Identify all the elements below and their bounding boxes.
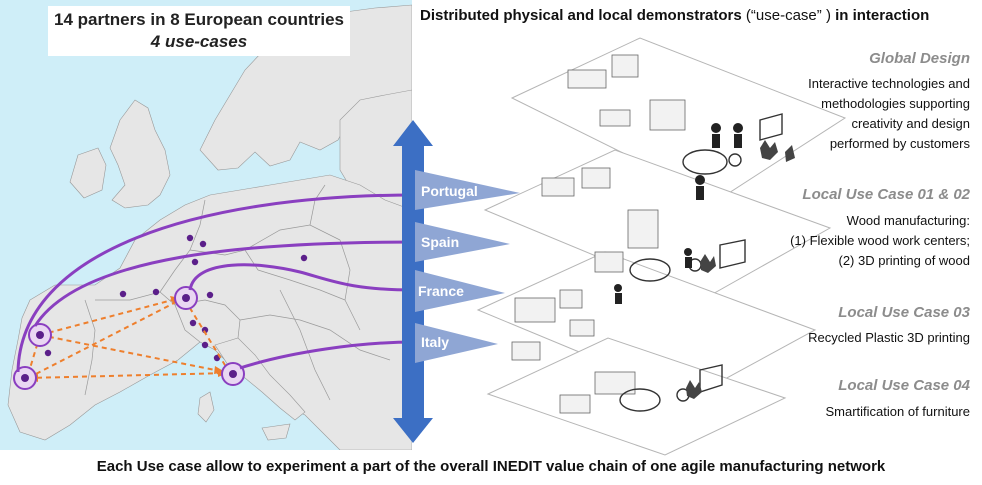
use-case-desc-01-02: Wood manufacturing: (1) Flexible wood wo…	[790, 211, 970, 271]
bottom-caption: Each Use case allow to experiment a part…	[96, 458, 886, 475]
desc-line: (2) 3D printing of wood	[838, 253, 970, 268]
use-case-desc-03: Recycled Plastic 3D printing	[808, 328, 970, 348]
use-case-title-03: Local Use Case 03	[838, 304, 970, 321]
use-case-title-04: Local Use Case 04	[838, 377, 970, 394]
desc-line: methodologies supporting	[821, 96, 970, 111]
desc-line: Smartification of furniture	[825, 404, 970, 419]
country-label-portugal: Portugal	[421, 183, 478, 199]
platform-uc04	[486, 337, 787, 456]
desc-line: creativity and design	[851, 116, 970, 131]
use-case-desc-04: Smartification of furniture	[825, 402, 970, 422]
title-main: Distributed physical and local demonstra…	[420, 7, 742, 24]
use-case-count: 4 use-cases	[150, 32, 248, 51]
desc-line: Recycled Plastic 3D printing	[808, 330, 970, 345]
country-links	[16, 193, 416, 373]
desc-line: Wood manufacturing:	[846, 213, 970, 228]
title-end: in interaction	[835, 7, 930, 24]
desc-line: performed by customers	[829, 136, 970, 151]
use-case-title-global-design: Global Design	[869, 50, 970, 67]
use-case-desc-global-design: Interactive technologies and methodologi…	[808, 74, 970, 154]
country-label-spain: Spain	[421, 234, 460, 250]
interaction-arrows	[27, 297, 229, 379]
equipment-sketches	[511, 54, 686, 414]
hand-gesture-icons	[686, 140, 795, 399]
title-quote: (“use-case” )	[745, 7, 831, 24]
use-case-title-01-02: Local Use Case 01 & 02	[802, 186, 970, 203]
land-britain	[109, 99, 171, 209]
partners-count: 14 partners in 8 European countries	[53, 10, 345, 29]
country-label-france: France	[418, 283, 464, 299]
diagram-title: Distributed physical and local demonstra…	[420, 7, 929, 24]
land-ireland	[69, 147, 107, 199]
desc-line: (1) Flexible wood work centers;	[790, 233, 970, 248]
country-label-italy: Italy	[421, 334, 450, 350]
land-sardinia	[197, 391, 215, 423]
partners-box: 14 partners in 8 European countries 4 us…	[48, 6, 350, 56]
country-triangles	[415, 170, 520, 363]
people-icons	[614, 123, 743, 304]
land-sicily	[261, 423, 291, 441]
use-case-nodes	[13, 286, 245, 390]
desc-line: Interactive technologies and	[808, 76, 970, 91]
